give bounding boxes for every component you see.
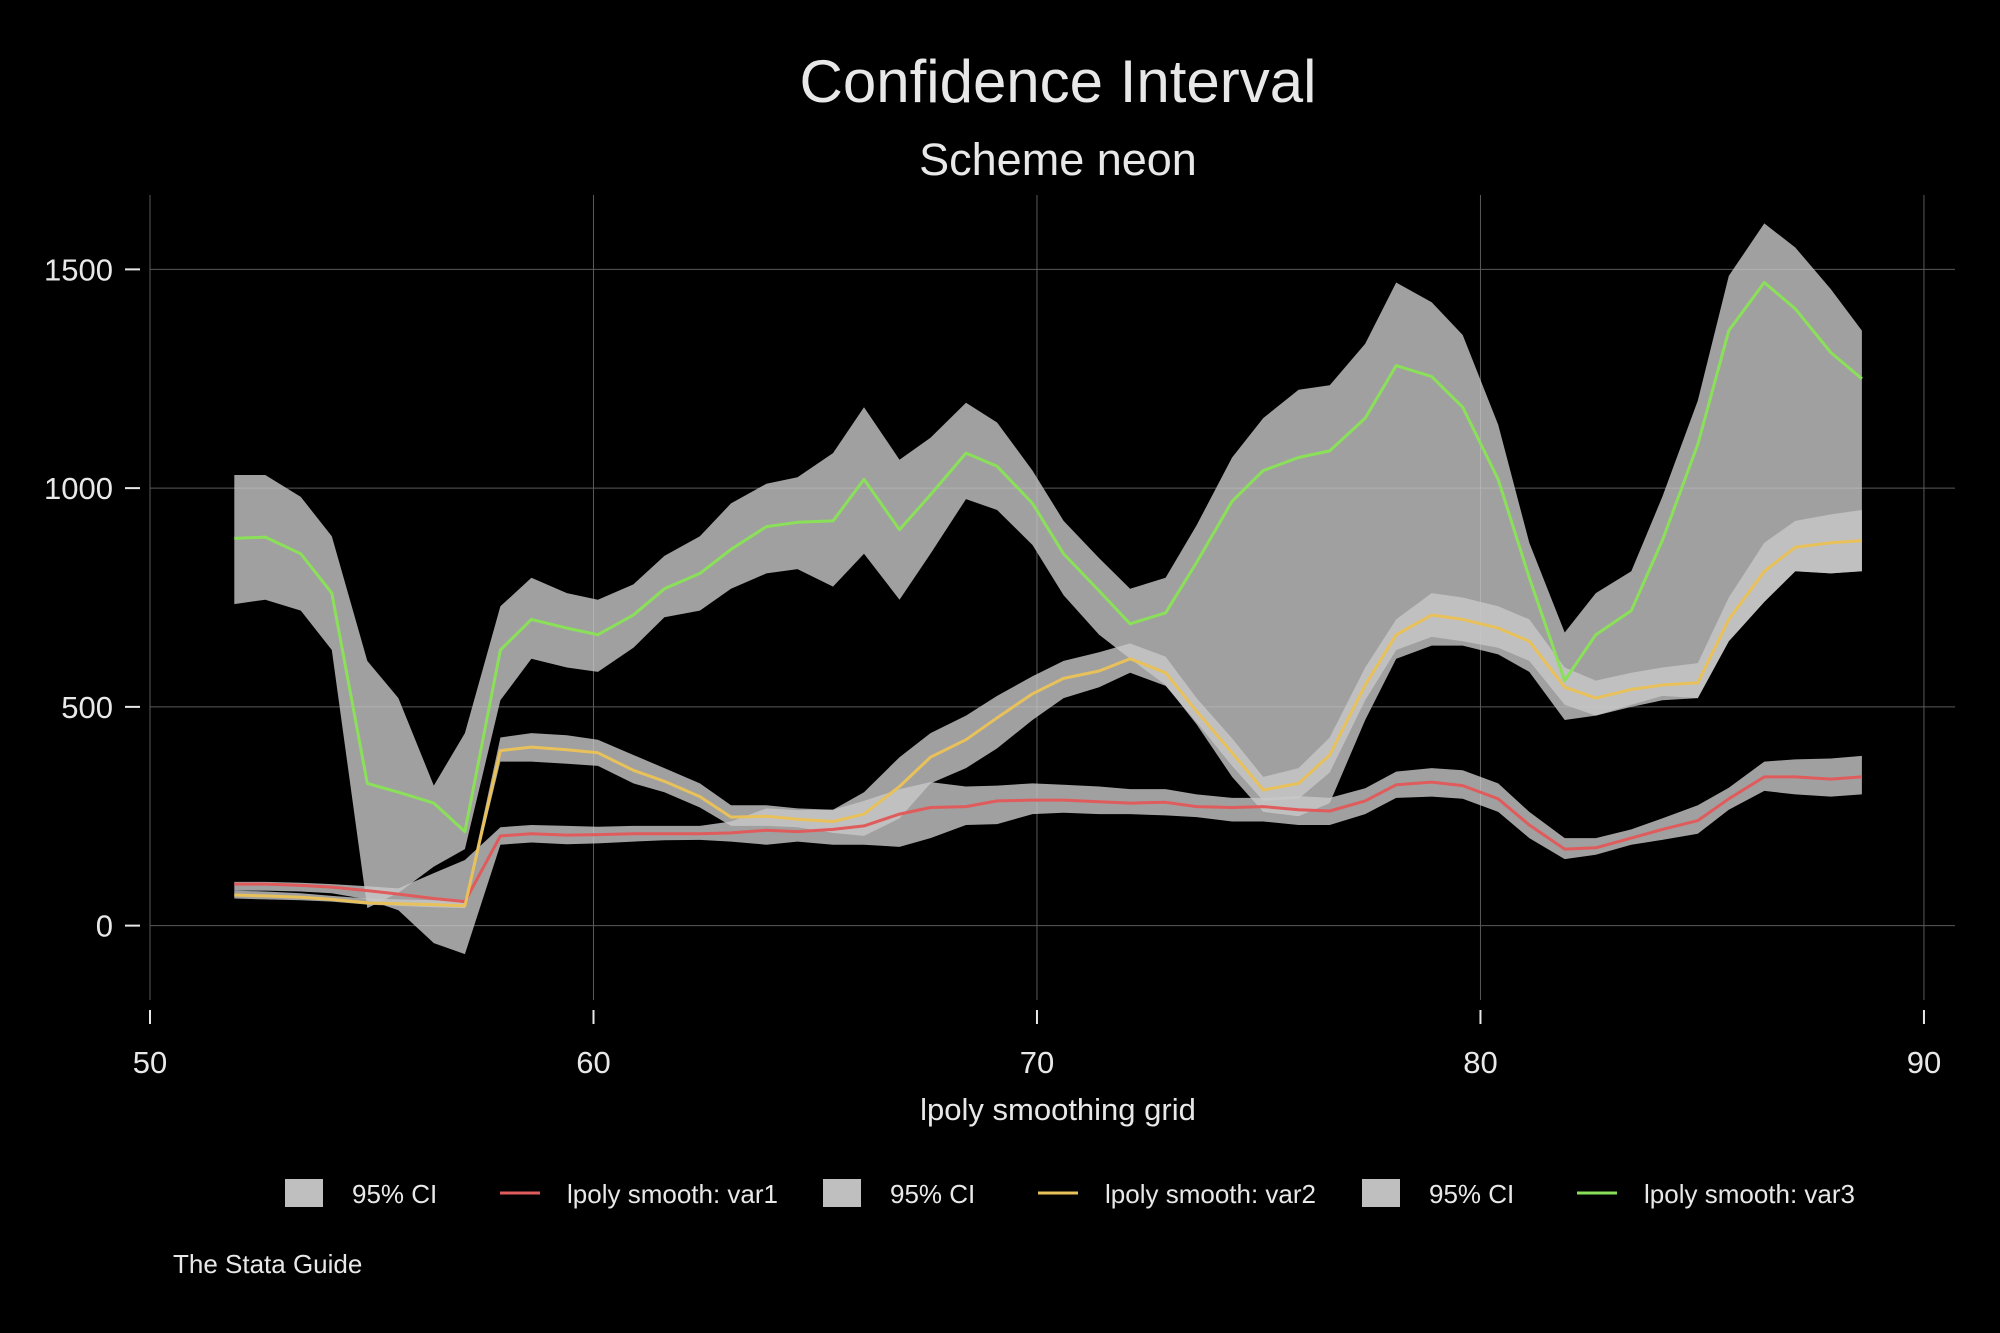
legend-label: lpoly smooth: var1 <box>567 1179 778 1209</box>
y-tick-label: 500 <box>61 690 113 725</box>
legend-swatch-ci <box>823 1179 861 1207</box>
x-axis-label: lpoly smoothing grid <box>920 1092 1196 1127</box>
series-line-2 <box>234 539 1863 908</box>
x-tick-label: 90 <box>1907 1045 1941 1080</box>
chart-note: The Stata Guide <box>173 1249 362 1279</box>
ci-band-3 <box>234 223 1862 909</box>
chart-subtitle: Scheme neon <box>919 134 1197 185</box>
series-lines <box>234 281 1863 908</box>
series-line-1 <box>234 775 1863 904</box>
legend-label: 95% CI <box>890 1179 975 1209</box>
legend-label: 95% CI <box>352 1179 437 1209</box>
y-tick-label: 1000 <box>44 471 113 506</box>
y-tick-label: 0 <box>96 909 113 944</box>
x-tick-label: 50 <box>133 1045 167 1080</box>
series-line-3 <box>234 281 1863 834</box>
grid-lines <box>149 195 1955 1000</box>
axis-ticks: 50 60 70 80 90 0 500 1000 1500 <box>44 252 1941 1080</box>
ci-band-1 <box>234 755 1862 955</box>
legend: 95% CI lpoly smooth: var1 95% CI lpoly smoo… <box>285 1179 1855 1209</box>
x-tick-label: 70 <box>1020 1045 1054 1080</box>
confidence-bands <box>234 223 1862 955</box>
y-tick-label: 1500 <box>44 252 113 287</box>
chart-title: Confidence Interval <box>800 48 1317 115</box>
legend-swatch-ci <box>285 1179 323 1207</box>
legend-label: lpoly smooth: var2 <box>1105 1179 1316 1209</box>
legend-label: lpoly smooth: var3 <box>1644 1179 1855 1209</box>
x-tick-label: 60 <box>576 1045 610 1080</box>
x-tick-label: 80 <box>1463 1045 1497 1080</box>
legend-swatch-ci <box>1362 1179 1400 1207</box>
legend-label: 95% CI <box>1429 1179 1514 1209</box>
